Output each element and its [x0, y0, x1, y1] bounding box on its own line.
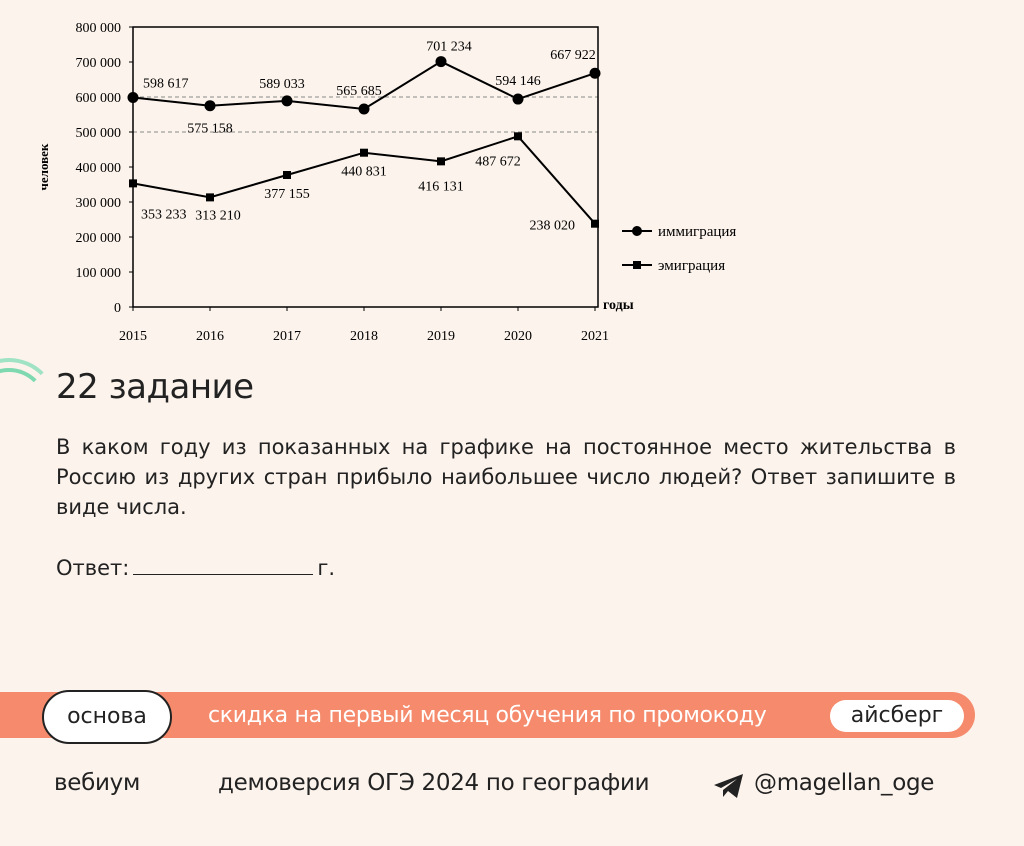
answer-label: Ответ:	[56, 556, 130, 580]
data-point-immigration	[204, 100, 216, 112]
data-label: 598 617	[143, 76, 189, 91]
answer-unit: г.	[317, 556, 336, 580]
x-tick-label: 2016	[196, 329, 224, 344]
y-tick-label: 300 000	[76, 196, 122, 211]
data-label: 416 131	[418, 179, 464, 194]
y-axis-label: человек	[36, 143, 51, 190]
data-point-immigration	[589, 67, 601, 79]
x-tick-label: 2017	[273, 329, 301, 344]
data-point-immigration	[512, 93, 524, 105]
chart: 0 100 000 200 000 300 000 400 000 500 000 600 …	[36, 21, 736, 344]
y-tick-label: 700 000	[76, 56, 122, 71]
chart-series	[127, 56, 601, 228]
y-tick-label: 800 000	[76, 21, 122, 36]
data-point-emigration	[437, 157, 445, 166]
channel-handle[interactable]: @magellan_oge	[754, 770, 935, 796]
question-text: В каком году из показанных на графике на…	[56, 435, 956, 519]
data-point-emigration	[360, 148, 368, 157]
data-point-immigration	[435, 56, 447, 68]
course-badge[interactable]: основа	[42, 690, 172, 744]
x-tick-label: 2021	[581, 329, 609, 344]
data-label: 701 234	[426, 40, 472, 55]
data-point-emigration	[591, 219, 599, 228]
y-tick-label: 0	[114, 301, 121, 316]
y-tick-label: 400 000	[76, 161, 122, 176]
data-label: 487 672	[475, 154, 521, 169]
data-label: 238 020	[530, 219, 576, 234]
data-label: 575 158	[187, 122, 233, 137]
promo-text: скидка на первый месяц обучения по промо…	[208, 703, 767, 728]
data-point-emigration	[206, 193, 214, 202]
x-tick-label: 2020	[504, 329, 532, 344]
decorative-arc-inner	[0, 368, 48, 446]
data-label: 377 155	[264, 187, 310, 202]
legend-marker-emigration	[633, 261, 641, 269]
y-axis-ticks: 0 100 000 200 000 300 000 400 000 500 000 600 …	[76, 21, 133, 316]
data-label: 565 685	[336, 84, 382, 99]
y-tick-label: 100 000	[76, 266, 122, 281]
x-axis-ticks: 2015 2016 2017 2018 2019 2020 2021	[119, 307, 609, 344]
data-label: 353 233	[141, 207, 187, 222]
x-tick-label: 2018	[350, 329, 378, 344]
legend-label-emigration: эмиграция	[658, 258, 725, 274]
legend: иммиграция эмиграция	[622, 224, 736, 274]
data-point-immigration	[358, 103, 370, 115]
data-label: 589 033	[259, 77, 305, 92]
y-tick-label: 200 000	[76, 231, 122, 246]
brand-name: вебиум	[54, 770, 140, 796]
legend-label-immigration: иммиграция	[658, 224, 736, 240]
promo-code-badge[interactable]: айсберг	[830, 700, 964, 732]
data-point-immigration	[127, 91, 139, 103]
data-label: 594 146	[495, 74, 541, 89]
data-label: 313 210	[195, 208, 241, 223]
data-point-emigration	[514, 132, 522, 141]
task-title: 22 задание	[56, 367, 254, 407]
telegram-icon[interactable]	[712, 772, 746, 800]
data-label: 667 922	[550, 48, 596, 63]
data-point-immigration	[281, 95, 293, 107]
data-point-emigration	[283, 170, 291, 179]
data-label: 440 831	[341, 165, 387, 180]
chart-data-labels: 598 617 575 158 589 033 565 685 701 234 594 1…	[141, 40, 596, 234]
legend-marker-immigration	[632, 226, 642, 236]
y-tick-label: 600 000	[76, 91, 122, 106]
footer-subtitle: демоверсия ОГЭ 2024 по географии	[218, 770, 650, 796]
data-point-emigration	[129, 179, 137, 188]
x-tick-label: 2019	[427, 329, 455, 344]
answer-row: Ответ: г.	[56, 556, 335, 580]
answer-blank[interactable]	[133, 556, 314, 575]
x-axis-label: годы	[603, 298, 634, 313]
x-tick-label: 2015	[119, 329, 147, 344]
y-tick-label: 500 000	[76, 126, 122, 141]
